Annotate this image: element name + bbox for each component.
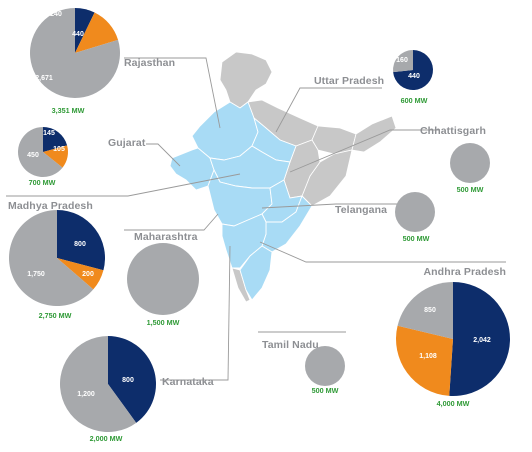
slice-value-uttar-pradesh-1: 160 (396, 57, 408, 64)
state-label-karnataka: Karnataka (162, 376, 214, 388)
pie-chhattisgarh: Chhattisgarh 500 MW (420, 125, 490, 194)
pie-slice-madhya-pradesh-0 (57, 210, 105, 271)
slice-value-karnataka-0: 800 (122, 377, 134, 384)
pie-uttar-pradesh: 440 160 Uttar Pradesh 600 MW (314, 50, 433, 105)
slice-value-madhya-pradesh-2: 1,750 (27, 271, 45, 278)
pie-slice-karnataka-0 (108, 336, 157, 423)
total-maharashtra: 1,500 MW (147, 318, 180, 327)
total-uttar-pradesh: 600 MW (401, 96, 428, 105)
leader-telangana (261, 203, 398, 209)
map-tamil-nadu (239, 245, 273, 301)
pie-slice-andhra-pradesh-0 (449, 282, 510, 396)
pie-slice-telangana-0 (395, 192, 435, 232)
pie-telangana: Telangana 500 MW (335, 192, 435, 243)
leader-madhya-pradesh (6, 173, 241, 197)
pie-gujarat: 145 105 450 Gujarat 700 MW (18, 127, 146, 187)
state-pies: 240 440 2,671 Rajasthan 3,351 MW 440 160 Uttar … (8, 8, 510, 443)
pie-karnataka: 800 1,200 Karnataka 2,000 MW (60, 336, 214, 443)
slice-value-gujarat-1: 105 (53, 146, 65, 153)
pie-slice-rajasthan-2 (30, 8, 121, 99)
pie-slice-maharashtra-0 (127, 243, 199, 315)
total-madhya-pradesh: 2,750 MW (39, 311, 72, 320)
leader-andhra-pradesh (259, 241, 506, 263)
leader-karnataka (160, 245, 231, 381)
total-gujarat: 700 MW (29, 178, 56, 187)
leader-gujarat (146, 143, 181, 167)
slice-value-gujarat-2: 450 (27, 152, 39, 159)
state-label-rajasthan: Rajasthan (124, 57, 175, 69)
leader-chhattisgarh (289, 129, 440, 173)
total-tamil-nadu: 500 MW (312, 386, 339, 395)
pie-slice-andhra-pradesh-1 (396, 325, 453, 396)
slice-value-uttar-pradesh-0: 440 (408, 73, 420, 80)
total-telangana: 500 MW (403, 234, 430, 243)
map-northeast-region (351, 115, 397, 153)
state-label-uttar-pradesh: Uttar Pradesh (314, 75, 384, 87)
slice-value-madhya-pradesh-0: 800 (74, 241, 86, 248)
pie-maharashtra: Maharashtra 1,500 MW (127, 231, 199, 327)
slice-value-rajasthan-0: 240 (50, 11, 62, 18)
slice-value-andhra-pradesh-2: 850 (424, 307, 436, 314)
state-label-maharashtra: Maharashtra (134, 231, 198, 243)
total-karnataka: 2,000 MW (90, 434, 123, 443)
leader-maharashtra (124, 213, 219, 231)
state-label-gujarat: Gujarat (108, 137, 146, 149)
state-label-tamil-nadu: Tamil Nadu (262, 339, 319, 351)
pie-slice-uttar-pradesh-0 (393, 50, 433, 91)
pie-slice-uttar-pradesh-1 (393, 50, 413, 73)
state-label-madhya-pradesh: Madhya Pradesh (8, 200, 93, 212)
state-label-chhattisgarh: Chhattisgarh (420, 125, 486, 137)
total-andhra-pradesh: 4,000 MW (437, 399, 470, 408)
slice-value-andhra-pradesh-0: 2,042 (473, 337, 491, 344)
pie-slice-chhattisgarh-0 (450, 143, 490, 183)
total-chhattisgarh: 500 MW (457, 185, 484, 194)
total-rajasthan: 3,351 MW (52, 106, 85, 115)
slice-value-madhya-pradesh-1: 200 (82, 271, 94, 278)
pie-slice-gujarat-1 (43, 145, 68, 168)
map-east-region (311, 125, 357, 155)
leader-uttar-pradesh (275, 87, 382, 133)
pie-rajasthan: 240 440 2,671 Rajasthan 3,351 MW (30, 8, 175, 115)
slice-value-andhra-pradesh-1: 1,108 (419, 353, 437, 360)
state-label-telangana: Telangana (335, 204, 387, 216)
pie-slice-rajasthan-1 (75, 12, 119, 53)
pie-slice-tamil-nadu-0 (305, 346, 345, 386)
pie-slice-andhra-pradesh-2 (397, 282, 453, 339)
pie-slice-gujarat-2 (18, 127, 63, 177)
slice-value-gujarat-0: 145 (43, 130, 55, 137)
pie-slice-rajasthan-0 (75, 8, 95, 53)
slice-value-rajasthan-1: 440 (72, 31, 84, 38)
slice-value-rajasthan-2: 2,671 (35, 75, 53, 82)
leader-lines (6, 57, 506, 381)
pie-andhra-pradesh: 2,042 1,108 850 Andhra Pradesh 4,000 MW (396, 266, 510, 408)
leader-rajasthan (124, 57, 221, 129)
india-map (169, 51, 397, 303)
pie-slice-madhya-pradesh-1 (57, 258, 104, 290)
slice-value-karnataka-1: 1,200 (77, 391, 95, 398)
pie-slice-gujarat-0 (43, 127, 68, 152)
pie-slice-madhya-pradesh-2 (9, 210, 94, 306)
pie-madhya-pradesh: 800 200 1,750 Madhya Pradesh 2,750 MW (8, 200, 105, 320)
pie-tamil-nadu: Tamil Nadu 500 MW (262, 339, 345, 395)
map-highlighted-states (169, 101, 313, 301)
map-north-region (219, 51, 273, 109)
state-label-andhra-pradesh: Andhra Pradesh (423, 266, 506, 278)
pie-slice-karnataka-1 (60, 336, 137, 433)
